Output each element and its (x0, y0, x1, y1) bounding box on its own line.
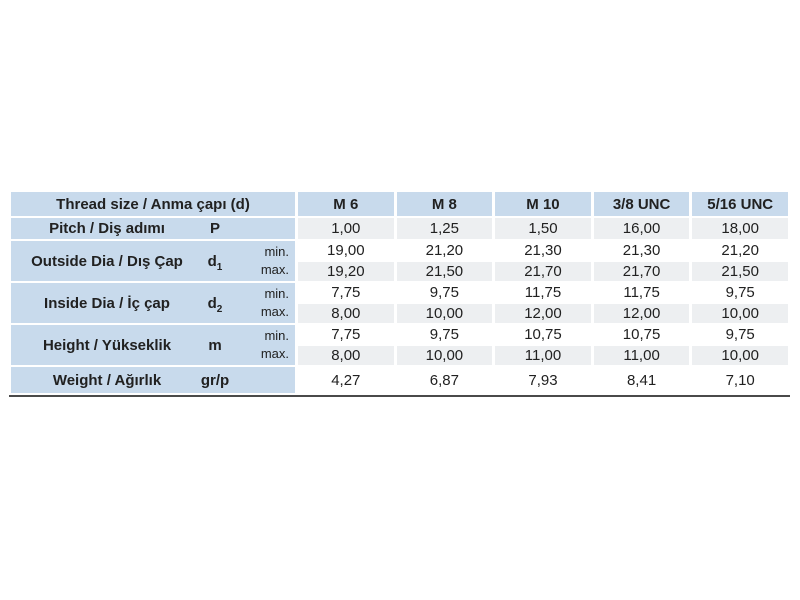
symbol-base: d (207, 294, 217, 312)
minmax-labels: min. max. (237, 327, 295, 363)
row-label-layout: Inside Dia / İç çap d2 min. max. (11, 283, 295, 323)
symbol-subscript: 1 (216, 261, 223, 273)
row-symbol: d2 (193, 294, 237, 315)
max-label: max. (260, 262, 289, 277)
max-label: max. (260, 304, 289, 319)
row-symbol: d1 (193, 252, 237, 273)
data-cell: 11,00 (593, 346, 690, 365)
header-row: Thread size / Anma çapı (d) M 6 M 8 M 10… (11, 192, 788, 216)
row-label-height: Height / Yükseklik m min. max. (11, 325, 295, 365)
data-cell: 11,75 (593, 283, 690, 302)
row-label-layout: Pitch / Diş adımı P (11, 218, 295, 239)
data-cell: 21,30 (593, 241, 690, 260)
row-label-layout: Outside Dia / Dış Çap d1 min. max. (11, 241, 295, 281)
data-cell: 10,75 (495, 325, 591, 344)
data-cell: 9,75 (396, 283, 493, 302)
row-symbol: gr/p (193, 372, 237, 389)
data-cell: 6,87 (396, 367, 493, 393)
symbol-subscript: 2 (216, 303, 223, 315)
data-cell: 10,75 (593, 325, 690, 344)
row-inside-dia-min: Inside Dia / İç çap d2 min. max. 7,75 9,… (11, 283, 788, 323)
row-label-layout: Weight / Ağırlık gr/p (11, 367, 295, 393)
row-symbol: m (193, 337, 237, 354)
data-cell: 10,00 (692, 304, 788, 323)
row-outside-dia-min: Outside Dia / Dış Çap d1 min. max. 19,00… (11, 241, 788, 281)
row-label-weight: Weight / Ağırlık gr/p (11, 367, 295, 393)
data-cell: 10,00 (692, 346, 788, 365)
row-label-pitch: Pitch / Diş adımı P (11, 218, 295, 239)
row-label-text: Outside Dia / Dış Çap (31, 252, 183, 270)
data-cell: 1,50 (495, 218, 591, 239)
row-label-text: Inside Dia / İç çap (44, 294, 170, 312)
minmax-labels: min. max. (237, 285, 295, 321)
row-label-text: Height / Yükseklik (42, 336, 172, 354)
row-pitch: Pitch / Diş adımı P 1,00 1,25 1,50 16,00… (11, 218, 788, 239)
data-cell: 11,00 (495, 346, 591, 365)
data-cell: 21,70 (495, 262, 591, 281)
max-label: max. (260, 346, 289, 361)
row-label-outside-dia: Outside Dia / Dış Çap d1 min. max. (11, 241, 295, 281)
data-cell: 1,25 (396, 218, 493, 239)
row-label-layout: Height / Yükseklik m min. max. (11, 325, 295, 365)
data-cell: 4,27 (298, 367, 394, 393)
row-label-text: Pitch / Diş adımı (49, 220, 165, 237)
min-label: min. (264, 286, 289, 301)
symbol-base: gr/p (200, 371, 230, 389)
data-cell: 7,75 (298, 325, 394, 344)
row-outside-dia-max: 19,20 21,50 21,70 21,70 21,50 (11, 262, 788, 281)
spec-table-container: Thread size / Anma çapı (d) M 6 M 8 M 10… (8, 190, 791, 397)
data-cell: 18,00 (692, 218, 788, 239)
data-cell: 21,50 (692, 262, 788, 281)
spec-table: Thread size / Anma çapı (d) M 6 M 8 M 10… (8, 190, 791, 395)
column-header-5-16-unc: 5/16 UNC (692, 192, 788, 216)
data-cell: 10,00 (396, 304, 493, 323)
row-label-text: Weight / Ağırlık (52, 371, 162, 389)
symbol-base: m (208, 336, 222, 354)
data-cell: 9,75 (692, 325, 788, 344)
header-thread-size: Thread size / Anma çapı (d) (11, 192, 295, 216)
data-cell: 12,00 (495, 304, 591, 323)
data-cell: 16,00 (593, 218, 690, 239)
data-cell: 21,20 (396, 241, 493, 260)
data-cell: 21,30 (495, 241, 591, 260)
min-label: min. (264, 244, 289, 259)
data-cell: 8,00 (298, 346, 394, 365)
column-header-m10: M 10 (495, 192, 591, 216)
data-cell: 11,75 (495, 283, 591, 302)
column-header-m6: M 6 (298, 192, 394, 216)
row-label-inside-dia: Inside Dia / İç çap d2 min. max. (11, 283, 295, 323)
symbol-base: P (209, 220, 220, 237)
data-cell: 19,00 (298, 241, 394, 260)
data-cell: 8,41 (593, 367, 690, 393)
symbol-base: d (207, 252, 217, 270)
minmax-labels: min. max. (237, 243, 295, 279)
row-weight: Weight / Ağırlık gr/p 4,27 6,87 7,93 8,4… (11, 367, 788, 393)
data-cell: 9,75 (692, 283, 788, 302)
data-cell: 8,00 (298, 304, 394, 323)
row-height-max: 8,00 10,00 11,00 11,00 10,00 (11, 346, 788, 365)
data-cell: 7,10 (692, 367, 788, 393)
data-cell: 7,75 (298, 283, 394, 302)
row-height-min: Height / Yükseklik m min. max. 7,75 9,75… (11, 325, 788, 365)
data-cell: 1,00 (298, 218, 394, 239)
data-cell: 21,50 (396, 262, 493, 281)
data-cell: 19,20 (298, 262, 394, 281)
data-cell: 12,00 (593, 304, 690, 323)
data-cell: 21,70 (593, 262, 690, 281)
row-symbol: P (193, 220, 237, 237)
row-inside-dia-max: 8,00 10,00 12,00 12,00 10,00 (11, 304, 788, 323)
column-header-m8: M 8 (396, 192, 493, 216)
data-cell: 9,75 (396, 325, 493, 344)
data-cell: 10,00 (396, 346, 493, 365)
min-label: min. (264, 328, 289, 343)
data-cell: 7,93 (495, 367, 591, 393)
data-cell: 21,20 (692, 241, 788, 260)
table-bottom-rule (9, 395, 790, 397)
column-header-3-8-unc: 3/8 UNC (593, 192, 690, 216)
